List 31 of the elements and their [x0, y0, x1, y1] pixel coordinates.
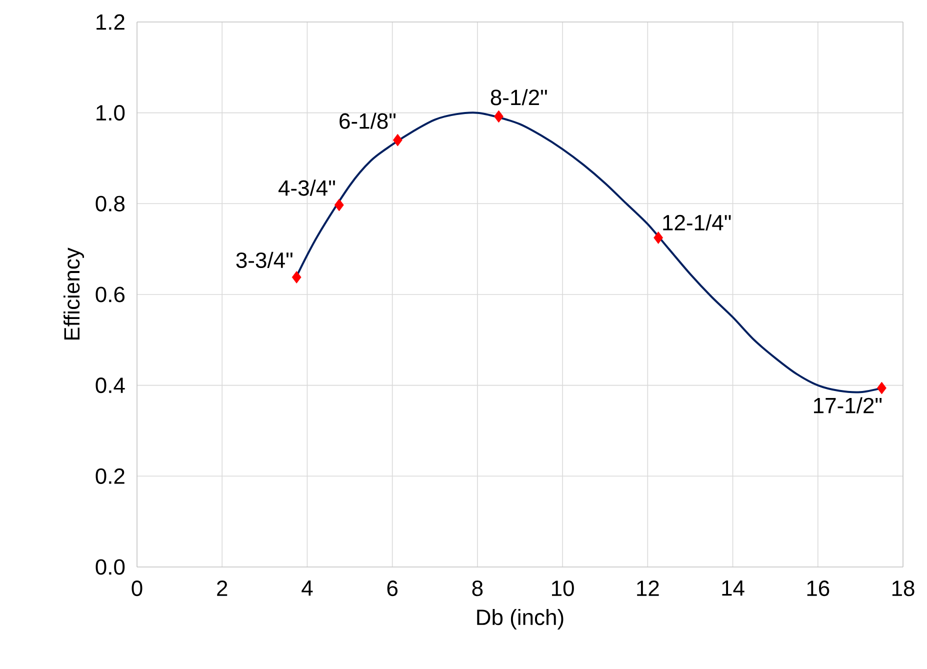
x-tick-label: 8: [472, 580, 483, 596]
y-tick-label: 1.0: [96, 105, 125, 121]
x-tick-label: 2: [217, 580, 228, 596]
y-tick-label: 0.8: [96, 196, 125, 212]
annotation: 3-3/4": [236, 252, 292, 268]
annotation: 8-1/2": [490, 89, 547, 106]
y-axis-title: Efficiency: [64, 248, 84, 340]
y-tick-label: 1.2: [96, 14, 124, 30]
annotation: 12-1/4": [663, 214, 731, 231]
annotation: 4-3/4": [278, 180, 335, 196]
y-tick-label: 0.0: [96, 559, 125, 575]
x-tick-label: 14: [722, 580, 744, 596]
point: [494, 110, 504, 123]
point: [292, 271, 302, 284]
x-tick-label: 10: [552, 580, 574, 596]
point: [877, 382, 886, 394]
annotation: 17-1/2": [814, 397, 882, 414]
x-axis-title: Db (inch): [477, 608, 564, 630]
x-tick-label: 18: [892, 580, 914, 596]
x-tick-label: 12: [637, 580, 659, 596]
point: [392, 134, 402, 146]
x-tick-label: 4: [302, 580, 313, 596]
y-tick-label: 0.6: [96, 286, 125, 302]
x-tick-label: 0: [132, 580, 142, 596]
point: [654, 232, 664, 244]
x-tick-label: 6: [387, 580, 398, 596]
y-tick-label: 0.4: [96, 378, 125, 394]
annotation: 6-1/8": [340, 112, 396, 129]
y-tick-label: 0.2: [96, 468, 124, 484]
point: [334, 198, 344, 212]
x-tick-label: 16: [807, 580, 830, 596]
